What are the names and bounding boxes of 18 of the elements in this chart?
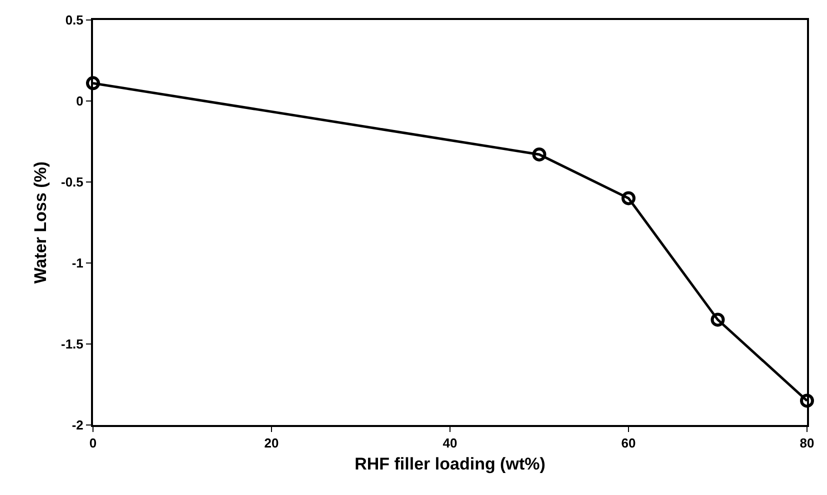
point — [532, 147, 546, 162]
x-tick-label: 40 — [442, 436, 458, 451]
y-tick-label: -1 — [72, 256, 84, 271]
point — [710, 312, 725, 327]
y-tick-label: 0.5 — [65, 12, 84, 28]
x-tick-label: 20 — [264, 436, 279, 451]
x-tick-label: 80 — [800, 436, 814, 451]
point — [800, 394, 814, 408]
point — [86, 76, 100, 90]
point — [622, 191, 636, 206]
y-tick-label: -2 — [72, 418, 84, 433]
x-tick-label: 60 — [621, 436, 636, 451]
x-tick-label: 0 — [89, 436, 97, 451]
y-tick-label: 0 — [76, 94, 84, 109]
x-axis-title: RHF filler loading (wt%) — [354, 454, 546, 474]
y-tick-label: -1.5 — [60, 336, 84, 352]
y-tick-label: -0.5 — [60, 174, 84, 190]
y-axis-title: Water Loss (%) — [31, 161, 50, 284]
